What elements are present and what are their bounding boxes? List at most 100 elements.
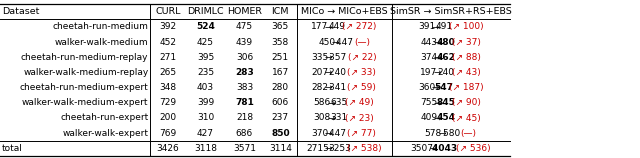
Text: (↗ 59): (↗ 59) xyxy=(348,83,376,92)
Text: 2715: 2715 xyxy=(307,144,329,153)
Text: →: → xyxy=(431,83,439,92)
Text: 335: 335 xyxy=(311,53,328,62)
Text: 462: 462 xyxy=(436,53,455,62)
Text: 3507: 3507 xyxy=(410,144,433,153)
Text: (↗ 187): (↗ 187) xyxy=(449,83,484,92)
Text: 845: 845 xyxy=(436,98,455,107)
Text: →: → xyxy=(433,53,441,62)
Text: walker-walk-medium: walker-walk-medium xyxy=(55,37,148,46)
Text: →: → xyxy=(429,144,436,153)
Text: 606: 606 xyxy=(272,98,289,107)
Text: 348: 348 xyxy=(159,83,177,92)
Text: 3114: 3114 xyxy=(269,144,292,153)
Text: 409: 409 xyxy=(420,113,437,122)
Text: 403: 403 xyxy=(197,83,214,92)
Text: 447: 447 xyxy=(330,129,349,138)
Text: →: → xyxy=(324,68,332,77)
Text: →: → xyxy=(324,144,332,153)
Text: 374: 374 xyxy=(420,53,437,62)
Text: 235: 235 xyxy=(197,68,214,77)
Text: walker-walk-medium-replay: walker-walk-medium-replay xyxy=(23,68,148,77)
Text: walker-walk-medium-expert: walker-walk-medium-expert xyxy=(22,98,148,107)
Text: (↗ 88): (↗ 88) xyxy=(452,53,481,62)
Text: 218: 218 xyxy=(236,113,253,122)
Text: 306: 306 xyxy=(236,53,253,62)
Text: 282: 282 xyxy=(312,83,328,92)
Text: →: → xyxy=(327,98,335,107)
Text: 391: 391 xyxy=(418,22,435,31)
Text: (—): (—) xyxy=(354,37,370,46)
Text: 475: 475 xyxy=(236,22,253,31)
Text: SimSR → SimSR+RS+EBS: SimSR → SimSR+RS+EBS xyxy=(390,7,512,16)
Text: (↗ 100): (↗ 100) xyxy=(449,22,484,31)
Text: →: → xyxy=(327,113,335,122)
Text: 450: 450 xyxy=(318,37,335,46)
Text: walker-walk-expert: walker-walk-expert xyxy=(63,129,148,138)
Text: 452: 452 xyxy=(159,37,177,46)
Text: 383: 383 xyxy=(236,83,253,92)
Text: 3426: 3426 xyxy=(157,144,179,153)
Text: 283: 283 xyxy=(235,68,254,77)
Text: 686: 686 xyxy=(236,129,253,138)
Text: 370: 370 xyxy=(311,129,328,138)
Text: 360: 360 xyxy=(418,83,435,92)
Text: 200: 200 xyxy=(159,113,177,122)
Text: 480: 480 xyxy=(436,37,455,46)
Text: (↗ 49): (↗ 49) xyxy=(346,98,374,107)
Text: 341: 341 xyxy=(330,83,349,92)
Text: →: → xyxy=(433,37,441,46)
Text: ICM: ICM xyxy=(271,7,289,16)
Text: 769: 769 xyxy=(159,129,177,138)
Text: (↗ 90): (↗ 90) xyxy=(452,98,481,107)
Text: DRIMLC: DRIMLC xyxy=(187,7,224,16)
Text: →: → xyxy=(433,113,441,122)
Text: 439: 439 xyxy=(236,37,253,46)
Text: total: total xyxy=(2,144,23,153)
Text: 280: 280 xyxy=(272,83,289,92)
Text: →: → xyxy=(324,129,332,138)
Text: 357: 357 xyxy=(330,53,349,62)
Text: 547: 547 xyxy=(434,83,453,92)
Text: cheetah-run-medium: cheetah-run-medium xyxy=(52,22,148,31)
Text: 850: 850 xyxy=(271,129,290,138)
Text: (↗ 272): (↗ 272) xyxy=(342,22,377,31)
Text: →: → xyxy=(438,129,445,138)
Text: 443: 443 xyxy=(420,37,437,46)
Text: 240: 240 xyxy=(437,68,454,77)
Text: (↗ 77): (↗ 77) xyxy=(348,129,376,138)
Text: 586: 586 xyxy=(314,98,331,107)
Text: (↗ 536): (↗ 536) xyxy=(456,144,490,153)
Text: 392: 392 xyxy=(159,22,177,31)
Text: 427: 427 xyxy=(197,129,214,138)
Text: →: → xyxy=(431,22,439,31)
Text: (—): (—) xyxy=(461,129,477,138)
Text: 358: 358 xyxy=(272,37,289,46)
Text: (↗ 43): (↗ 43) xyxy=(452,68,481,77)
Text: 781: 781 xyxy=(235,98,254,107)
Text: 4043: 4043 xyxy=(432,144,460,153)
Text: 755: 755 xyxy=(420,98,437,107)
Text: →: → xyxy=(324,53,332,62)
Text: 207: 207 xyxy=(312,68,328,77)
Text: 251: 251 xyxy=(272,53,289,62)
Text: 395: 395 xyxy=(197,53,214,62)
Text: 3253: 3253 xyxy=(328,144,351,153)
Text: →: → xyxy=(332,37,339,46)
Text: 491: 491 xyxy=(435,22,452,31)
Text: →: → xyxy=(433,68,441,77)
Text: →: → xyxy=(324,22,332,31)
Text: 237: 237 xyxy=(272,113,289,122)
Text: (↗ 37): (↗ 37) xyxy=(452,37,481,46)
Text: 310: 310 xyxy=(197,113,214,122)
Text: 265: 265 xyxy=(159,68,177,77)
Text: (↗ 45): (↗ 45) xyxy=(452,113,481,122)
Text: →: → xyxy=(324,83,332,92)
Text: cheetah-run-medium-replay: cheetah-run-medium-replay xyxy=(21,53,148,62)
Text: 729: 729 xyxy=(159,98,177,107)
Text: →: → xyxy=(433,98,441,107)
Text: 635: 635 xyxy=(331,98,348,107)
Text: (↗ 22): (↗ 22) xyxy=(348,53,376,62)
Text: cheetah-run-expert: cheetah-run-expert xyxy=(60,113,148,122)
Text: 580: 580 xyxy=(443,129,463,138)
Text: 524: 524 xyxy=(196,22,215,31)
